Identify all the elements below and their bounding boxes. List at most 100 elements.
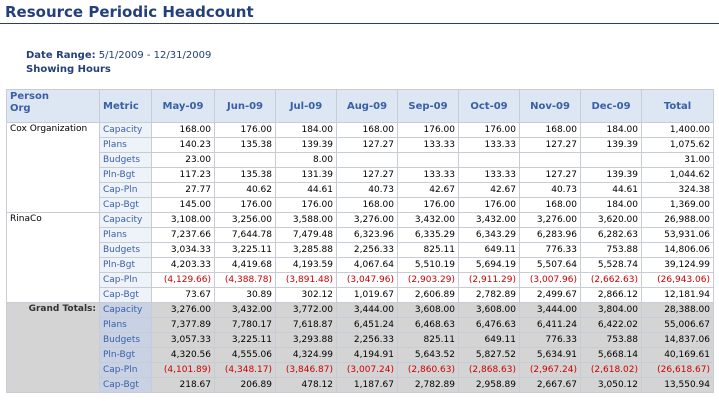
- value-cell: 6,451.24: [336, 317, 398, 333]
- value-cell: 3,432.00: [397, 212, 459, 228]
- total-cell: 40,169.61: [641, 347, 714, 363]
- value-cell: 5,643.52: [397, 347, 459, 363]
- value-cell: 2,782.89: [458, 287, 520, 303]
- metric-label: Cap-Bgt: [99, 287, 152, 303]
- value-cell: 40.62: [214, 182, 276, 198]
- value-cell: 6,343.29: [458, 227, 520, 243]
- value-cell: 1,187.67: [336, 377, 398, 393]
- value-cell: 206.89: [214, 377, 276, 393]
- total-cell: 55,006.67: [641, 317, 714, 333]
- metric-label: Cap-Pln: [99, 362, 152, 378]
- value-cell: [336, 152, 398, 168]
- metric-label: Budgets: [99, 152, 152, 168]
- value-cell: 176.00: [458, 122, 520, 138]
- value-cell: (3,047.96): [336, 272, 398, 288]
- value-cell: 135.38: [214, 167, 276, 183]
- value-cell: 40.73: [336, 182, 398, 198]
- value-cell: (2,967.24): [519, 362, 581, 378]
- value-cell: 3,620.00: [580, 212, 642, 228]
- metric-label: Capacity: [99, 302, 152, 318]
- value-cell: 6,411.24: [519, 317, 581, 333]
- month-header: Sep-09: [397, 89, 459, 123]
- value-cell: 3,588.00: [275, 212, 337, 228]
- metric-label: Budgets: [99, 242, 152, 258]
- value-cell: 44.61: [580, 182, 642, 198]
- org-header: Org: [10, 103, 31, 114]
- value-cell: (3,891.48): [275, 272, 337, 288]
- value-cell: (3,846.87): [275, 362, 337, 378]
- showing-hours-label: Showing Hours: [26, 64, 111, 75]
- value-cell: (4,129.66): [151, 272, 215, 288]
- total-cell: 14,837.06: [641, 332, 714, 348]
- value-cell: 753.88: [580, 242, 642, 258]
- value-cell: 6,422.02: [580, 317, 642, 333]
- value-cell: 168.00: [336, 122, 398, 138]
- metric-label: Budgets: [99, 332, 152, 348]
- grand-total-row: Cap-Pln (4,101.89) (4,348.17) (3,846.87) (3,…: [7, 362, 714, 378]
- value-cell: 30.89: [214, 287, 276, 303]
- value-cell: 649.11: [458, 332, 520, 348]
- value-cell: (4,348.17): [214, 362, 276, 378]
- value-cell: 3,772.00: [275, 302, 337, 318]
- value-cell: 6,283.96: [519, 227, 581, 243]
- value-cell: 5,827.52: [458, 347, 520, 363]
- value-cell: 40.73: [519, 182, 581, 198]
- value-cell: 2,782.89: [397, 377, 459, 393]
- value-cell: 133.33: [458, 167, 520, 183]
- person-org-header: Person Org: [6, 89, 100, 123]
- metric-label: Cap-Pln: [99, 182, 152, 198]
- value-cell: 6,335.29: [397, 227, 459, 243]
- value-cell: 2,256.33: [336, 242, 398, 258]
- value-cell: 5,507.64: [519, 257, 581, 273]
- table-row: Cox Organization Capacity 168.00 176.00 184.…: [6, 122, 714, 213]
- metric-label: Capacity: [99, 212, 152, 228]
- value-cell: 4,419.68: [214, 257, 276, 273]
- value-cell: 5,510.19: [397, 257, 459, 273]
- month-header: Jun-09: [214, 89, 276, 123]
- total-cell: 1,075.62: [641, 137, 714, 153]
- table-row: Plans 140.23 135.38 139.39 127.27 133.33 133.3…: [7, 137, 714, 153]
- value-cell: 753.88: [580, 332, 642, 348]
- org-name: Cox Organization: [6, 122, 100, 213]
- value-cell: [519, 152, 581, 168]
- metric-label: Capacity: [99, 122, 152, 138]
- grand-totals-label: Grand Totals:: [6, 302, 100, 393]
- headcount-table: Person Org Metric May-09 Jun-09 Jul-09 A…: [6, 89, 714, 393]
- total-cell: 324.38: [641, 182, 714, 198]
- table-row: Budgets 23.00 8.00 31.00: [7, 152, 714, 168]
- table-row: Cap-Bgt 73.67 30.89 302.12 1,019.67 2,606.89 2…: [7, 287, 714, 303]
- total-cell: 13,550.94: [641, 377, 714, 393]
- value-cell: 139.39: [580, 167, 642, 183]
- value-cell: 4,067.64: [336, 257, 398, 273]
- value-cell: 825.11: [397, 242, 459, 258]
- value-cell: 1,019.67: [336, 287, 398, 303]
- value-cell: 27.77: [151, 182, 215, 198]
- month-header: Oct-09: [458, 89, 520, 123]
- value-cell: (4,388.78): [214, 272, 276, 288]
- value-cell: 4,194.91: [336, 347, 398, 363]
- value-cell: 5,668.14: [580, 347, 642, 363]
- metric-label: Pln-Bgt: [99, 167, 152, 183]
- person-header: Person: [10, 91, 49, 102]
- value-cell: 825.11: [397, 332, 459, 348]
- value-cell: 44.61: [275, 182, 337, 198]
- total-cell: 1,044.62: [641, 167, 714, 183]
- value-cell: 42.67: [397, 182, 459, 198]
- table-row: Cap-Pln (4,129.66) (4,388.78) (3,891.48) (3,…: [7, 272, 714, 288]
- value-cell: 7,377.89: [151, 317, 215, 333]
- total-cell: 1,400.00: [641, 122, 714, 138]
- value-cell: [214, 152, 276, 168]
- month-header: Aug-09: [336, 89, 398, 123]
- total-cell: 26,988.00: [641, 212, 714, 228]
- value-cell: 168.00: [336, 197, 398, 213]
- table-row: Plans 7,237.66 7,644.78 7,479.48 6,323.96 6,3…: [7, 227, 714, 243]
- value-cell: 168.00: [519, 197, 581, 213]
- value-cell: 176.00: [397, 197, 459, 213]
- date-range: Date Range: 5/1/2009 - 12/31/2009: [26, 50, 211, 61]
- value-cell: [397, 152, 459, 168]
- metric-label: Pln-Bgt: [99, 347, 152, 363]
- metric-label: Cap-Bgt: [99, 197, 152, 213]
- value-cell: 3,293.88: [275, 332, 337, 348]
- value-cell: 42.67: [458, 182, 520, 198]
- value-cell: 6,323.96: [336, 227, 398, 243]
